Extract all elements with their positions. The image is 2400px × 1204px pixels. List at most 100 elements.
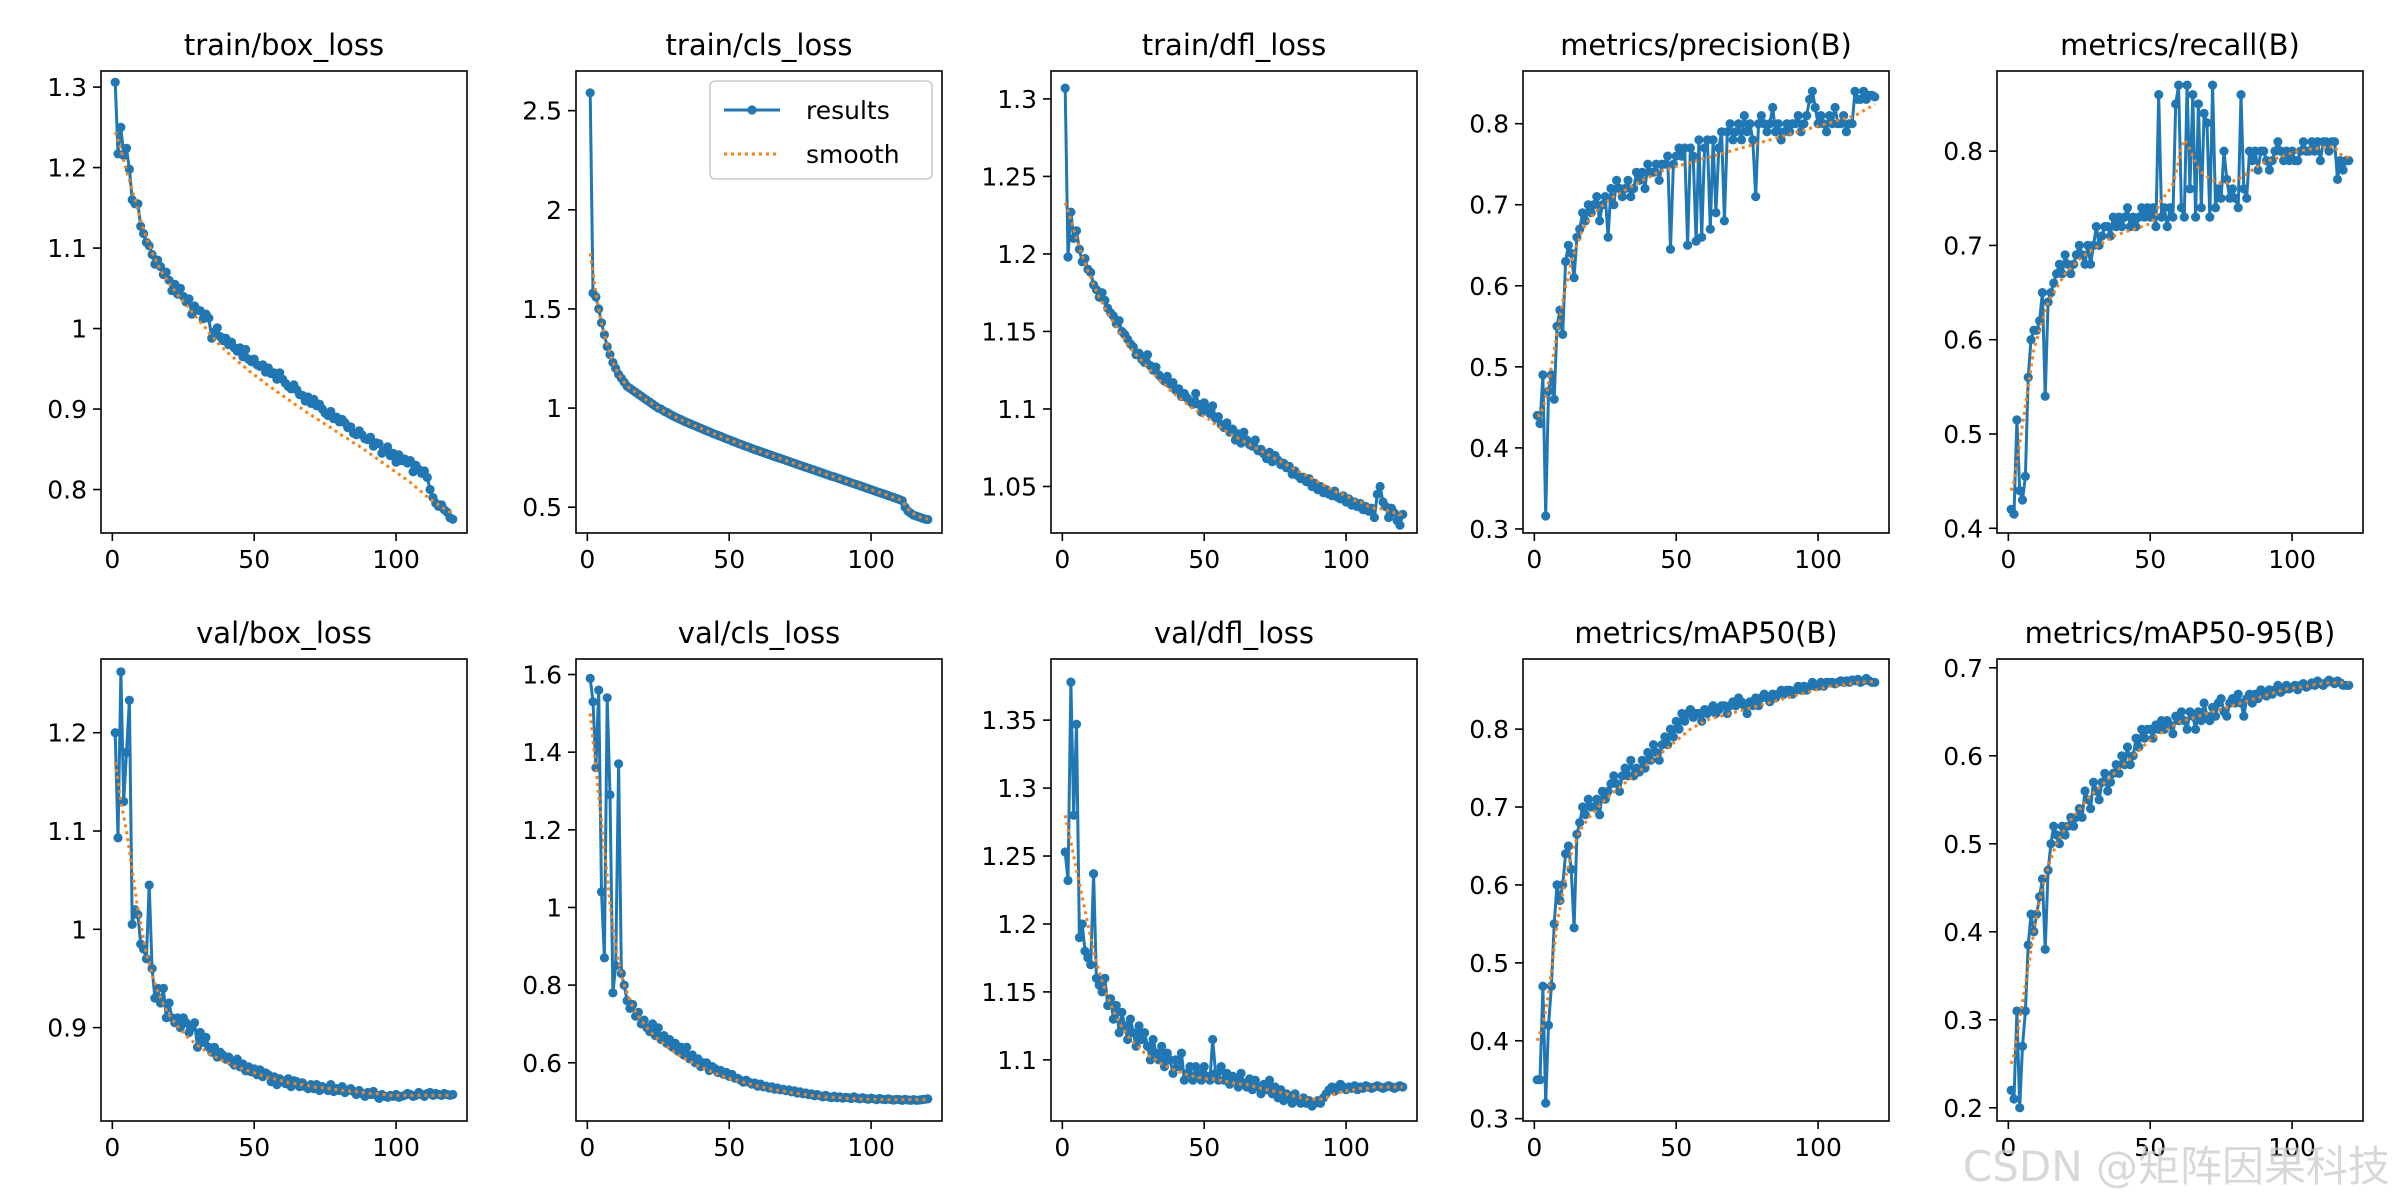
data-point xyxy=(1785,127,1795,137)
chart-title-val-dfl-loss: val/dfl_loss xyxy=(1154,616,1314,650)
data-point xyxy=(2037,288,2047,298)
data-point xyxy=(2151,222,2161,232)
data-point xyxy=(1575,224,1585,234)
data-point xyxy=(1736,135,1747,145)
y-tick-label: 0.5 xyxy=(1469,353,1509,382)
y-tick-label: 0.4 xyxy=(1943,918,1983,947)
data-point xyxy=(1236,1068,1246,1078)
data-point xyxy=(2105,777,2116,787)
data-point xyxy=(2012,1006,2022,1016)
data-point xyxy=(2236,90,2246,100)
plot-area-val-box-loss xyxy=(110,667,458,1103)
data-point xyxy=(2202,118,2212,128)
y-tick-label: 0.8 xyxy=(47,476,87,505)
data-point xyxy=(1128,1028,1138,1038)
data-point xyxy=(1191,388,1201,399)
plot-area-metrics-map50-95-b xyxy=(2006,675,2354,1113)
y-tick-label: 0.6 xyxy=(1469,272,1509,301)
axes-frame xyxy=(1996,70,2364,534)
data-point xyxy=(2114,768,2124,779)
data-point xyxy=(1677,151,1687,161)
data-point xyxy=(616,968,627,979)
data-point xyxy=(2086,804,2096,814)
data-point xyxy=(2080,786,2090,796)
data-point xyxy=(1239,427,1249,437)
chart-title-metrics-recall-b: metrics/recall(B) xyxy=(2060,28,2300,62)
data-point xyxy=(1654,755,1664,765)
data-point xyxy=(682,1042,692,1052)
y-tick-label: 2.5 xyxy=(522,97,562,126)
data-point xyxy=(1558,329,1568,339)
data-point xyxy=(1830,102,1840,113)
data-point xyxy=(1216,1062,1226,1072)
x-tick-label: 100 xyxy=(2268,1133,2316,1162)
data-point xyxy=(1369,512,1379,523)
x-tick-label: 50 xyxy=(238,1133,270,1162)
data-point xyxy=(1841,127,1851,137)
series-line-smooth xyxy=(588,713,928,1102)
data-point xyxy=(1870,92,1880,102)
data-point xyxy=(113,833,123,843)
data-point xyxy=(1708,135,1718,145)
data-point xyxy=(1575,818,1585,828)
data-point xyxy=(2210,203,2221,213)
data-point xyxy=(2117,222,2127,232)
data-point xyxy=(1372,489,1382,499)
data-point xyxy=(1680,716,1690,726)
data-point xyxy=(2213,184,2223,194)
data-point xyxy=(2148,203,2158,213)
series-line-smooth xyxy=(2009,681,2349,1065)
plot-area-metrics-map50-b xyxy=(1532,673,1880,1108)
x-tick-label: 50 xyxy=(1660,545,1692,574)
data-point xyxy=(2006,1085,2016,1095)
data-point xyxy=(1742,708,1752,719)
data-point xyxy=(591,763,601,773)
x-tick-label: 0 xyxy=(1054,545,1070,574)
data-point xyxy=(2222,174,2232,184)
data-point xyxy=(1762,127,1772,137)
data-point xyxy=(1626,192,1636,202)
y-tick-label: 1.3 xyxy=(997,774,1037,803)
data-point xyxy=(1140,1028,1150,1038)
data-point xyxy=(1847,119,1857,129)
data-point xyxy=(2330,137,2340,147)
data-point xyxy=(1739,111,1749,121)
axes-frame xyxy=(100,658,468,1122)
data-point xyxy=(2199,108,2209,118)
data-point xyxy=(1592,192,1602,202)
data-point xyxy=(594,685,604,695)
data-point xyxy=(1250,435,1260,445)
data-point xyxy=(1176,1048,1187,1058)
x-tick-label: 50 xyxy=(238,545,270,574)
series-line-results xyxy=(2009,678,2349,1110)
y-tick-label: 0.5 xyxy=(1943,420,1983,449)
y-tick-label: 0.7 xyxy=(1943,231,1983,260)
data-point xyxy=(241,344,251,355)
data-point xyxy=(374,439,384,449)
data-point xyxy=(1199,1062,1209,1072)
data-point xyxy=(2247,156,2257,166)
data-point xyxy=(1535,419,1545,429)
data-point xyxy=(1637,755,1647,765)
data-point xyxy=(1077,919,1087,929)
data-point xyxy=(1569,273,1579,283)
y-tick-label: 0.8 xyxy=(1469,110,1509,139)
x-tick-label: 50 xyxy=(2134,1133,2166,1162)
data-point xyxy=(1674,724,1684,734)
data-point xyxy=(653,1023,663,1033)
data-point xyxy=(1765,119,1775,129)
chart-title-metrics-precision-b: metrics/precision(B) xyxy=(1560,28,1852,62)
data-point xyxy=(2032,325,2042,335)
plot-area-train-dfl-loss xyxy=(1060,83,1408,530)
data-point xyxy=(1213,412,1223,422)
data-point xyxy=(121,747,132,758)
axes-frame xyxy=(100,70,468,534)
data-point xyxy=(1264,1075,1275,1085)
y-tick-label: 0.3 xyxy=(1469,1105,1509,1134)
data-point xyxy=(161,267,171,277)
data-point xyxy=(2293,156,2303,166)
data-point xyxy=(1151,362,1161,372)
data-point xyxy=(2020,471,2030,481)
series-line-results xyxy=(1063,680,1404,1108)
data-point xyxy=(1398,509,1408,519)
